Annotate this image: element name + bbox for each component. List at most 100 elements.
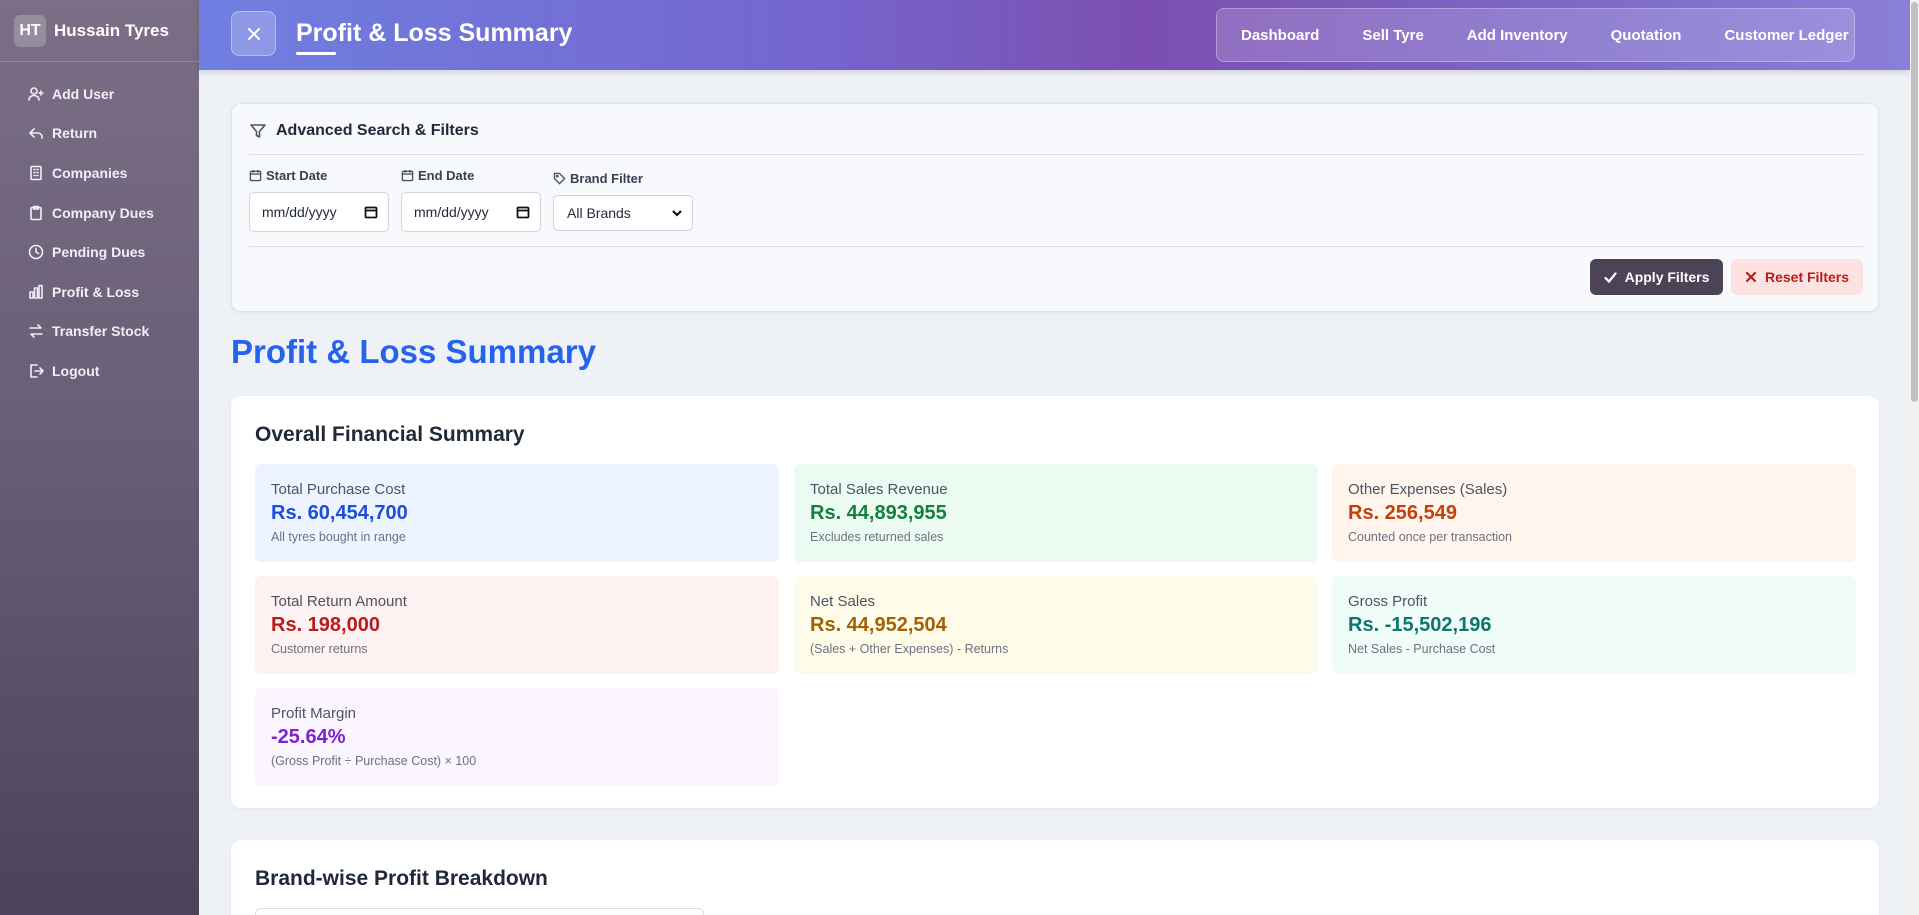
stat-note: Net Sales - Purchase Cost [1348,642,1496,656]
reset-filters-button[interactable]: Reset Filters [1731,259,1863,295]
stat-note: Counted once per transaction [1348,530,1512,544]
nav-dashboard[interactable]: Dashboard [1241,26,1320,44]
stat-label: Other Expenses (Sales) [1348,481,1508,498]
apply-filters-button[interactable]: Apply Filters [1590,259,1723,295]
check-icon [1603,271,1617,283]
calendar-picker-icon[interactable] [364,205,378,219]
stat-note: Excludes returned sales [810,530,944,544]
stat-note: Customer returns [271,642,368,656]
brandwise-breakdown-card: Brand-wise Profit Breakdown [231,840,1879,915]
sidebar-item-label: Add User [52,85,115,102]
close-icon [247,27,260,40]
stat-note: (Gross Profit ÷ Purchase Cost) × 100 [271,754,477,768]
sidebar-item-label: Transfer Stock [52,323,150,340]
calendar-picker-icon[interactable] [516,205,530,219]
clipboard-icon [30,205,42,220]
stat-value: -25.64% [271,726,346,748]
scrollbar-thumb[interactable] [1911,2,1918,402]
sidebar-item-label: Companies [52,164,128,181]
start-date-label: Start Date [249,168,327,183]
stat-value: Rs. 44,952,504 [810,614,947,636]
filters-divider [249,246,1863,247]
end-date-value: mm/dd/yyyy [414,204,489,220]
start-date-label-text: Start Date [266,168,328,183]
sidebar-item-label: Profit & Loss [52,283,140,300]
sidebar-brand[interactable]: HT Hussain Tyres [0,0,199,62]
transfer-icon [29,324,43,339]
top-header: Profit & Loss Summary Dashboard Sell Tyr… [199,0,1910,70]
chevron-down-icon [672,210,682,217]
apply-filters-label: Apply Filters [1624,269,1710,285]
start-date-value: mm/dd/yyyy [262,204,337,220]
filter-icon [250,124,266,138]
filters-title-text: Advanced Search & Filters [276,122,479,139]
stat-note: (Sales + Other Expenses) - Returns [810,642,1009,656]
header-title-underline [296,52,336,55]
end-date-label-text: End Date [418,168,475,183]
financial-summary-card: Overall Financial Summary Total Purchase… [231,396,1879,808]
stat-value: Rs. 198,000 [271,614,380,636]
brand-filter-value: All Brands [567,205,631,221]
bar-chart-icon [29,284,43,299]
sidebar: HT Hussain Tyres Add User Return Compani… [0,0,199,915]
filters-title: Advanced Search & Filters [249,122,479,140]
stat-label: Net Sales [810,593,876,610]
stat-label: Gross Profit [1348,593,1428,610]
brandwise-title: Brand-wise Profit Breakdown [255,867,548,890]
nav-customer-ledger[interactable]: Customer Ledger [1724,26,1849,44]
nav-quotation[interactable]: Quotation [1610,26,1682,44]
stat-label: Profit Margin [271,705,357,722]
start-date-input[interactable]: mm/dd/yyyy [249,192,389,232]
stat-card-gross-profit: Gross Profit Rs. -15,502,196 Net Sales -… [1332,576,1856,674]
sidebar-item-companies[interactable]: Companies [0,153,199,193]
sidebar-item-add-user[interactable]: Add User [0,74,199,114]
end-date-label: End Date [401,168,474,183]
close-sidebar-button[interactable] [231,11,276,56]
reset-filters-label: Reset Filters [1764,269,1850,285]
nav-add-inventory[interactable]: Add Inventory [1466,26,1568,44]
sidebar-item-profit-loss[interactable]: Profit & Loss [0,272,199,312]
sidebar-item-return[interactable]: Return [0,114,199,154]
stat-value: Rs. 256,549 [1348,502,1457,524]
sidebar-item-transfer-stock[interactable]: Transfer Stock [0,312,199,352]
sidebar-item-company-dues[interactable]: Company Dues [0,193,199,233]
clock-icon [28,244,44,260]
end-date-input[interactable]: mm/dd/yyyy [401,192,541,232]
brand-logo: HT [14,14,46,47]
stat-card-total-purchase-cost: Total Purchase Cost Rs. 60,454,700 All t… [255,464,779,562]
sidebar-item-pending-dues[interactable]: Pending Dues [0,232,199,272]
sidebar-item-label: Pending Dues [52,244,146,261]
stat-card-profit-margin: Profit Margin -25.64% (Gross Profit ÷ Pu… [255,688,779,786]
summary-title: Overall Financial Summary [255,423,525,446]
stat-label: Total Return Amount [271,593,407,610]
page-title: Profit & Loss Summary [231,333,596,370]
sidebar-item-label: Logout [52,362,100,379]
brand-filter-label: Brand Filter [553,171,643,186]
stat-note: All tyres bought in range [271,530,406,544]
sidebar-item-label: Company Dues [52,204,154,221]
top-nav: Dashboard Sell Tyre Add Inventory Quotat… [1216,8,1855,62]
nav-sell-tyre[interactable]: Sell Tyre [1362,26,1424,44]
stat-value: Rs. 60,454,700 [271,502,408,524]
brand-filter-select[interactable]: All Brands [553,195,693,231]
sidebar-item-label: Return [52,125,98,142]
stat-label: Total Purchase Cost [271,481,406,498]
header-title: Profit & Loss Summary [296,19,573,47]
sidebar-item-logout[interactable]: Logout [0,351,199,391]
brandwise-table-container [255,908,704,915]
building-icon [30,165,42,181]
return-arrow-icon [29,128,43,140]
stat-value: Rs. -15,502,196 [1348,614,1492,636]
stat-value: Rs. 44,893,955 [810,502,947,524]
logout-icon [30,364,44,378]
page-scrollbar[interactable] [1910,0,1919,915]
brand-filter-label-text: Brand Filter [570,171,643,186]
calendar-icon [401,169,414,182]
tag-icon [553,172,566,185]
close-icon [1745,271,1757,283]
stat-card-total-sales-revenue: Total Sales Revenue Rs. 44,893,955 Exclu… [794,464,1318,562]
stat-card-net-sales: Net Sales Rs. 44,952,504 (Sales + Other … [794,576,1318,674]
filters-divider [249,154,1863,155]
filters-panel: Advanced Search & Filters Start Date mm/… [231,103,1879,312]
brand-name: Hussain Tyres [54,20,169,40]
